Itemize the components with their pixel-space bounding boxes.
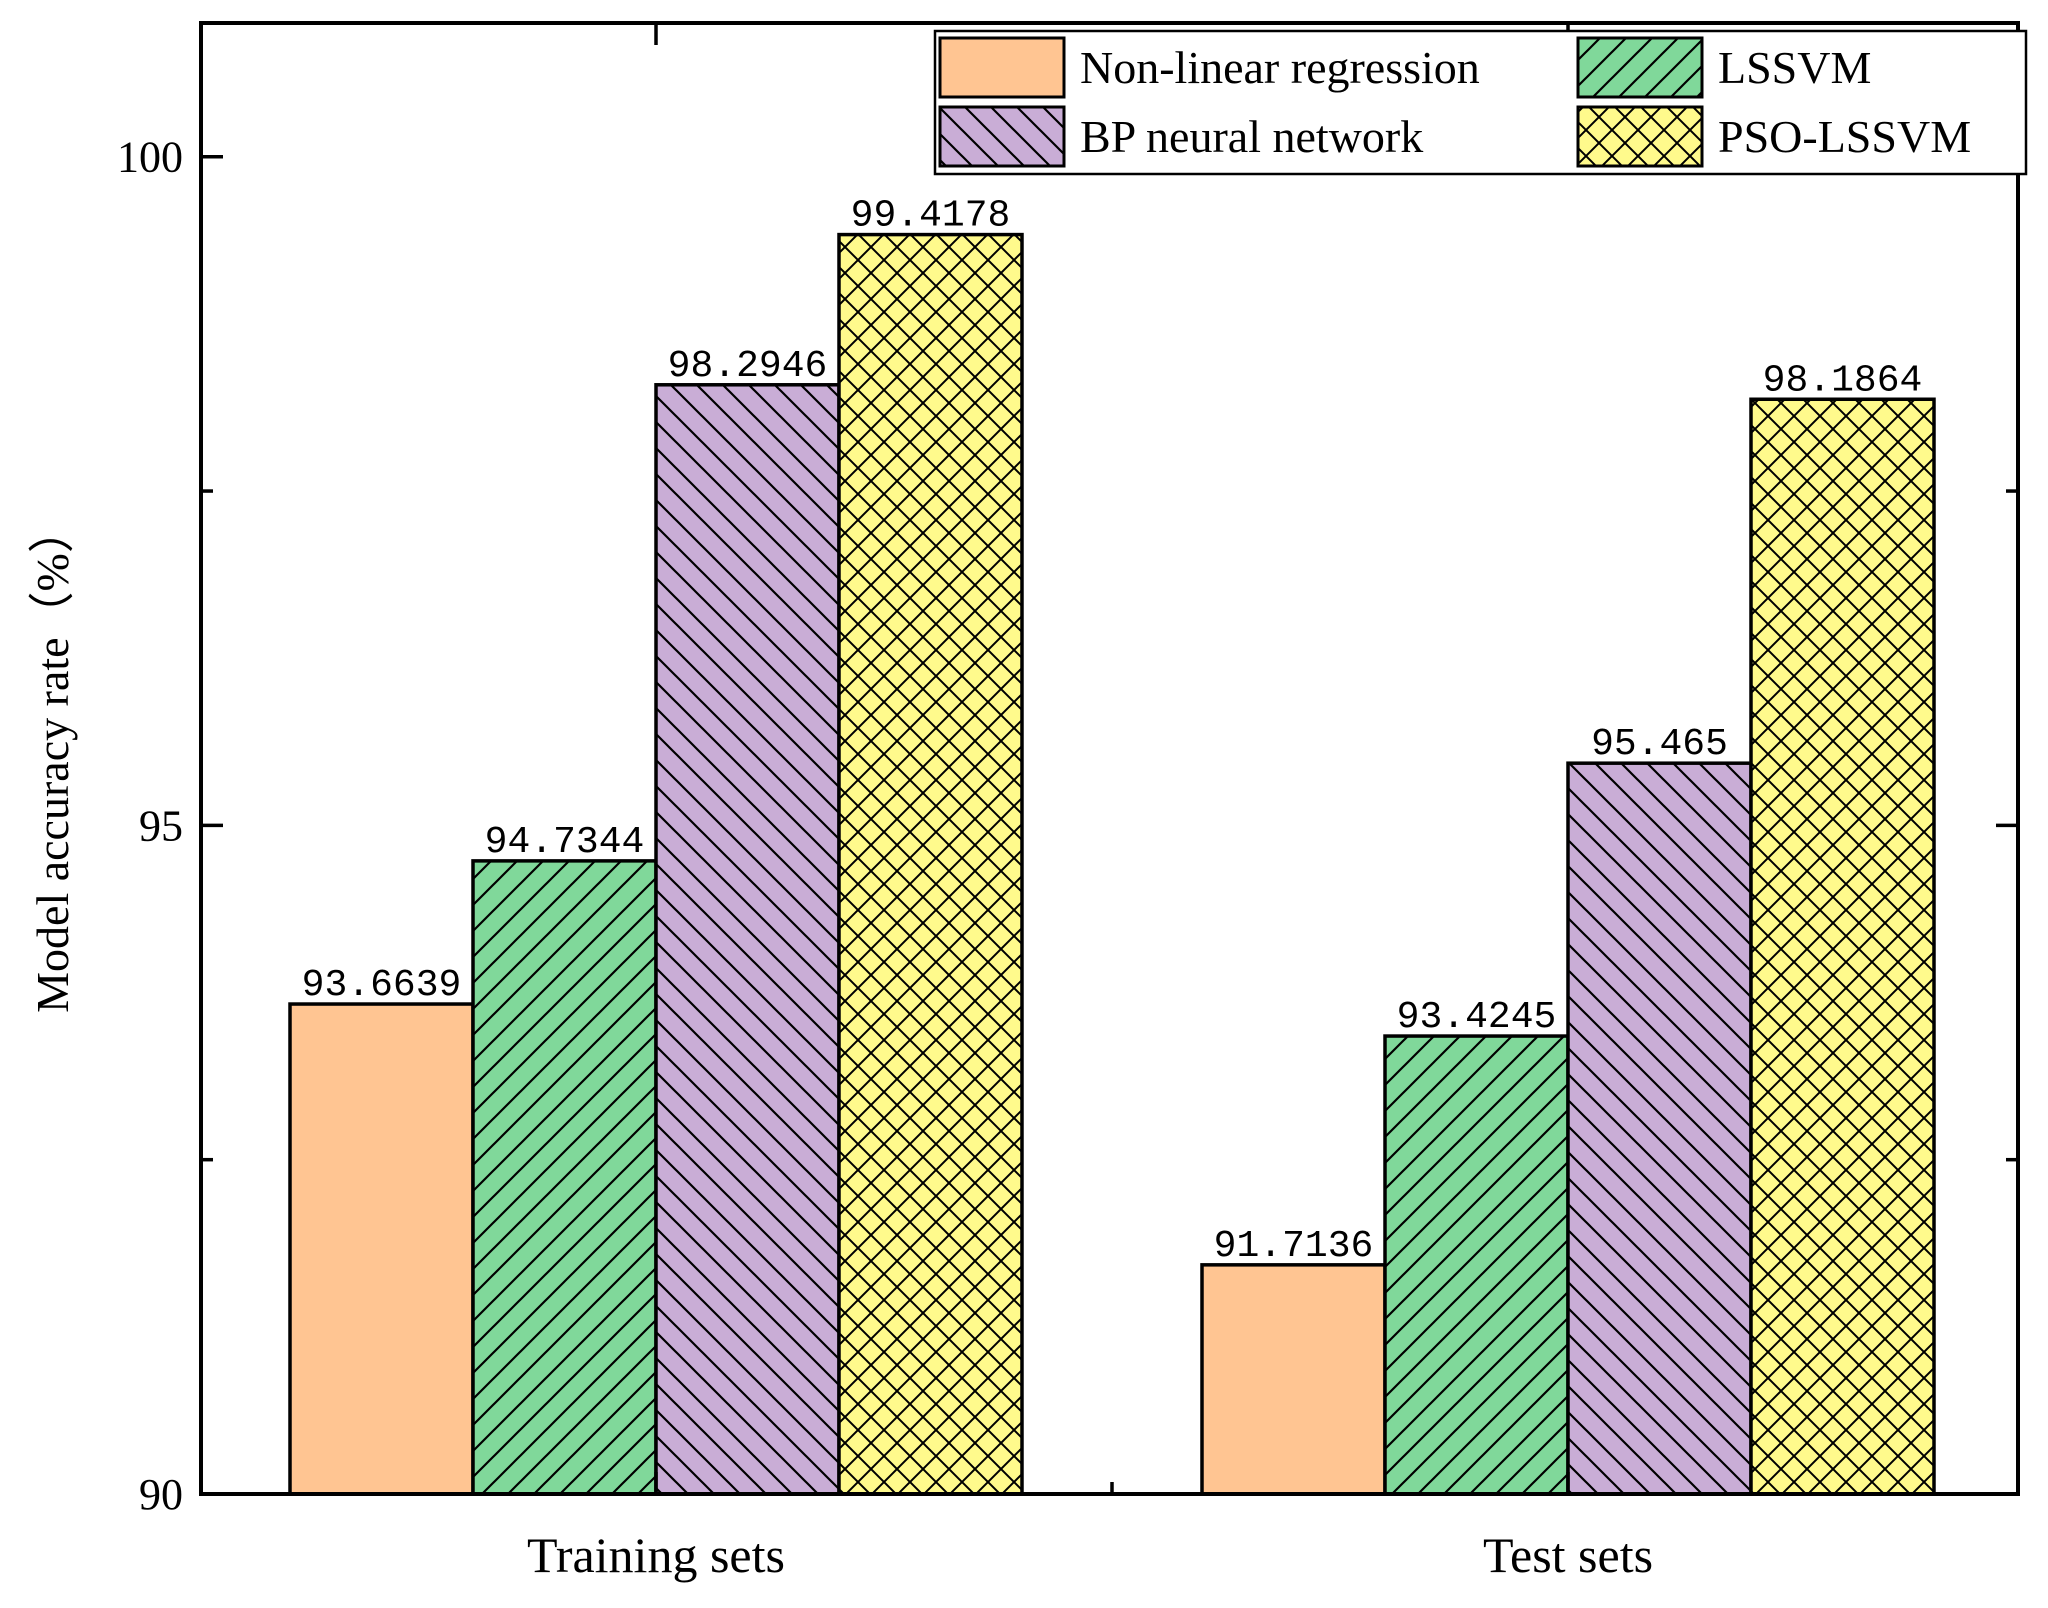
bar-non-linear-regression-test-sets [1202,1264,1385,1494]
bar-bp-neural-network-test-sets-hatch [1568,763,1751,1494]
legend-swatch-hatch-bp-neural-network [940,107,1064,166]
data-labels-layer: 93.6639 94.7344 98.2946 99.4178 91.7136 93.42… [302,195,1923,1268]
data-label-non-linear-regression-training-sets: 93.6639 [302,964,462,1007]
y-axis-title: Model accuracy rate（%） [27,507,78,1013]
bar-pso-lssvm-test-sets-hatch [1751,399,1934,1494]
legend-swatch-outline-bp-neural-network [938,105,1066,168]
data-label-non-linear-regression-test-sets: 91.7136 [1214,1225,1374,1268]
data-label-bp-neural-network-training-sets: 98.2946 [668,345,828,388]
data-label-lssvm-training-sets: 94.7344 [485,821,645,864]
legend-swatch-outline-non-linear-regression [938,36,1066,99]
legend: Non-linear regression LSSVM BP neural netw… [933,29,2028,176]
y-tick-label: 95 [139,801,183,850]
bar-bp-neural-network-training-sets-hatch [656,384,839,1494]
bar-lssvm-training-sets-hatch [473,860,656,1494]
plot-frame [199,21,2020,1496]
legend-swatch-hatch-pso-lssvm [1578,107,1702,166]
data-label-pso-lssvm-training-sets: 99.4178 [851,195,1011,238]
legend-swatch-outline-pso-lssvm [1576,105,1704,168]
data-label-pso-lssvm-test-sets: 98.1864 [1763,359,1923,402]
data-label-lssvm-test-sets: 93.4245 [1397,996,1557,1039]
bars-layer [288,232,1936,1496]
legend-swatch-non-linear-regression [940,38,1064,97]
bar-non-linear-regression-training-sets [290,1004,473,1494]
legend-label-pso-lssvm: PSO-LSSVM [1718,111,1971,162]
legend-label-bp-neural-network: BP neural network [1080,111,1423,162]
y-tick-label: 90 [139,1470,183,1519]
x-category-label-test-sets: Test sets [1483,1527,1653,1583]
y-tick-label: 100 [117,133,183,182]
x-category-label-training-sets: Training sets [527,1527,785,1583]
data-label-bp-neural-network-test-sets: 95.465 [1591,723,1728,766]
legend-swatch-hatch-lssvm [1578,38,1702,97]
bar-lssvm-test-sets-hatch [1385,1036,1568,1494]
legend-swatch-outline-lssvm [1576,36,1704,99]
bar-pso-lssvm-training-sets-hatch [839,234,1022,1495]
legend-label-non-linear-regression: Non-linear regression [1080,42,1480,93]
legend-box [933,29,2028,176]
axes-layer: 90 95 100 Training sets Test sets Model accur… [27,21,2020,1583]
legend-label-lssvm: LSSVM [1718,42,1871,93]
